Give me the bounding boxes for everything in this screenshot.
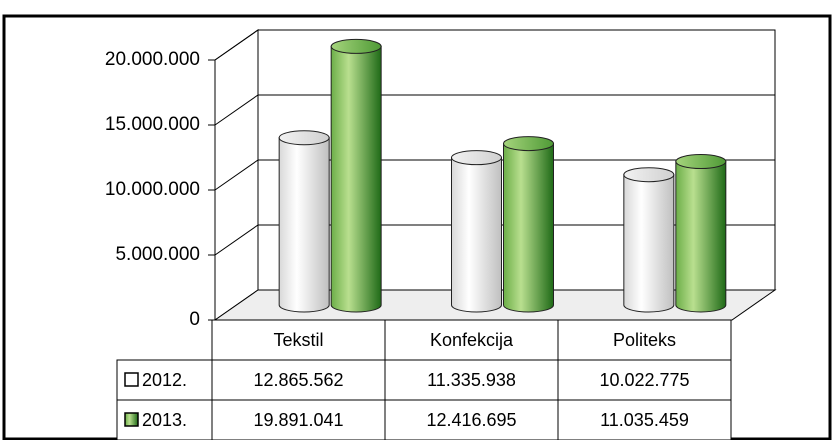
- bar: [623, 174, 675, 313]
- legend-label: 2012.: [142, 370, 187, 390]
- legend-swatch: [124, 412, 139, 427]
- value-label: 10.022.775: [599, 370, 689, 390]
- legend-label: 2013.: [142, 410, 187, 430]
- bar: [675, 161, 727, 313]
- y-tick-label: 10.000.000: [105, 179, 200, 200]
- category-label: Konfekcija: [430, 330, 514, 350]
- table-cell: [557, 399, 732, 440]
- bar-top: [330, 38, 382, 54]
- cylinder: [623, 167, 675, 313]
- grid-line: [214, 29, 775, 61]
- bar: [451, 157, 502, 313]
- bar-top: [503, 136, 554, 152]
- bar-top: [623, 167, 675, 183]
- table-cell: [557, 359, 732, 401]
- legend-swatch: [124, 372, 139, 387]
- value-label: 19.891.041: [253, 410, 343, 430]
- grid-line: [214, 224, 775, 256]
- table-cell: [557, 319, 732, 361]
- cylinder: [451, 150, 502, 313]
- value-label: 11.335.938: [427, 370, 516, 390]
- table-cell: [211, 319, 386, 361]
- cylinder: [503, 136, 554, 313]
- table-cell: [211, 399, 386, 440]
- bar-top: [451, 150, 502, 166]
- bar-top: [278, 130, 330, 146]
- grid-line: [214, 159, 775, 191]
- bar-top: [675, 154, 727, 170]
- value-label: 11.035.459: [600, 410, 689, 430]
- y-tick-label: 15.000.000: [105, 114, 200, 135]
- bar: [278, 137, 330, 313]
- bar: [503, 143, 554, 313]
- y-tick-label: 5.000.000: [115, 244, 200, 265]
- category-label: Tekstil: [273, 330, 323, 350]
- table-cell: [384, 359, 559, 401]
- value-label: 12.865.562: [253, 370, 343, 390]
- y-tick-label: 20.000.000: [105, 49, 200, 70]
- category-label: Politeks: [613, 330, 676, 350]
- y-tick-label: 0: [189, 309, 200, 330]
- value-label: 12.416.695: [426, 410, 516, 430]
- cylinder: [675, 154, 727, 313]
- cylinder: [278, 130, 330, 313]
- cylinder: [330, 38, 382, 313]
- bar: [330, 45, 382, 313]
- table-cell: [211, 359, 386, 401]
- table-cell: [384, 399, 559, 440]
- grid-line: [214, 94, 775, 126]
